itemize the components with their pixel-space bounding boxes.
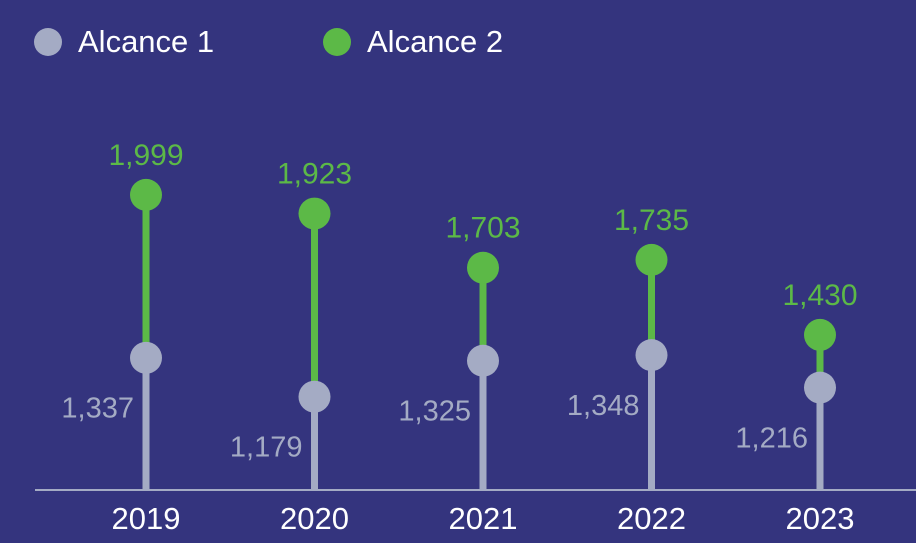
data-label: 1,216	[735, 422, 808, 454]
legend-marker	[34, 28, 62, 56]
dot	[467, 344, 499, 377]
x-tick-label: 2020	[280, 501, 349, 536]
dot	[130, 341, 162, 374]
x-tick-label: 2019	[112, 501, 181, 536]
data-label: 1,348	[567, 390, 640, 422]
x-tick-label: 2022	[617, 501, 686, 536]
data-label: 1,337	[61, 392, 134, 424]
data-label: 1,923	[277, 157, 352, 190]
dot	[130, 178, 162, 211]
data-label: 1,703	[445, 212, 520, 245]
x-tick-label: 2023	[786, 501, 855, 536]
dot	[804, 318, 836, 351]
dot	[635, 339, 668, 372]
data-label: 1,430	[782, 279, 857, 312]
dot	[635, 243, 668, 276]
legend-label: Alcance 1	[78, 24, 214, 59]
dot	[298, 380, 331, 413]
data-label: 1,999	[108, 139, 183, 172]
dot	[467, 251, 499, 284]
dot	[298, 197, 331, 230]
data-label: 1,735	[614, 204, 689, 237]
x-tick-label: 2021	[449, 501, 518, 536]
legend-label: Alcance 2	[367, 24, 503, 59]
data-label: 1,179	[230, 431, 303, 463]
dot	[804, 371, 836, 404]
legend-marker	[323, 28, 351, 56]
data-label: 1,325	[398, 395, 471, 427]
